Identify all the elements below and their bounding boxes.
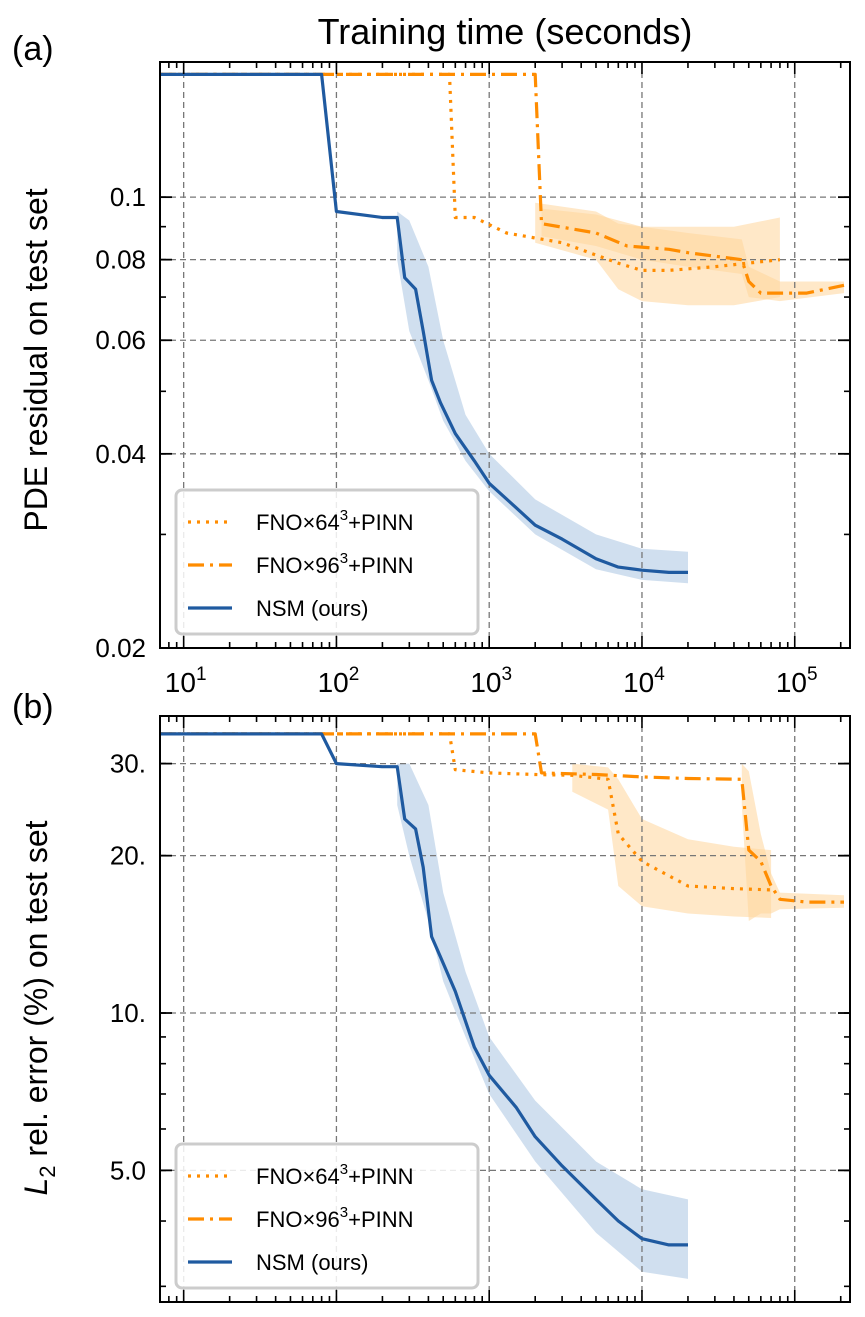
p1-legend-label-1: FNO×963+PINN	[256, 1204, 414, 1232]
p1-band-2	[397, 763, 688, 1279]
p0-xtick-label-base-0: 10	[165, 667, 196, 698]
p1-series-line-2	[160, 732, 688, 1247]
p0-series-line-1	[160, 72, 845, 295]
panel-a-bands	[397, 202, 844, 584]
p0-legend-label-main-1: FNO×96	[256, 553, 340, 578]
panel-b-label: (b)	[12, 688, 54, 726]
panel-a-series	[160, 72, 845, 574]
p0-legend-label-main-2: NSM (ours)	[256, 596, 368, 621]
p1-band-1	[741, 763, 844, 921]
p0-legend-label-main-0: FNO×64	[256, 510, 340, 535]
p1-ytick-label-0: 5.0	[110, 1155, 146, 1185]
p1-legend-label-post-0: +PINN	[348, 1164, 413, 1189]
panel-b: (b) L2 rel. error (%) on test set 5.0 10.…	[12, 688, 851, 1303]
p0-xtick-label-exp-1: 2	[349, 664, 360, 685]
p0-legend-box	[174, 488, 480, 636]
panel-a-label: (a)	[12, 30, 54, 68]
p0-legend-label-sup-1: 3	[340, 550, 348, 567]
panel-a-ylabel: PDE residual on test set	[18, 188, 54, 531]
panel-b-ylabel-sub: 2	[35, 1165, 60, 1177]
panel-b-grid	[160, 716, 850, 1302]
p0-legend-label-post-1: +PINN	[348, 553, 413, 578]
panel-b-bands	[397, 763, 844, 1279]
p1-band-0	[572, 763, 772, 918]
p1-legend-label-0: FNO×643+PINN	[256, 1161, 414, 1189]
p0-band-2	[397, 211, 688, 584]
p0-legend-label-0: FNO×643+PINN	[256, 507, 414, 535]
p1-legend-label-main-0: FNO×64	[256, 1164, 340, 1189]
p1-legend-label-post-1: +PINN	[348, 1207, 413, 1232]
p0-xtick-label-exp-4: 5	[807, 664, 818, 685]
p0-xtick-label-exp-2: 3	[501, 664, 512, 685]
top-axis-label: Training time (seconds)	[318, 11, 693, 52]
panel-a: (a) PDE residual on test set 0.02 0.04 0.0…	[12, 30, 851, 698]
p1-legend-label-main-1: FNO×96	[256, 1207, 340, 1232]
p0-xtick-label-2: 103	[470, 664, 512, 698]
p0-legend-label-1: FNO×963+PINN	[256, 550, 414, 578]
p0-xtick-label-exp-3: 4	[654, 664, 665, 685]
p0-xtick-label-base-1: 10	[318, 667, 349, 698]
panel-a-grid	[160, 62, 850, 648]
p1-legend-label-sup-1: 3	[340, 1204, 348, 1221]
p1-series-line-1	[160, 732, 844, 904]
p0-series-line-2	[160, 72, 688, 574]
p0-xtick-label-exp-0: 1	[196, 664, 207, 685]
p1-legend-label-2: NSM (ours)	[256, 1250, 368, 1275]
p0-legend-label-2: NSM (ours)	[256, 596, 368, 621]
p0-ytick-label-3: 0.08	[95, 245, 146, 275]
p0-xtick-label-0: 101	[165, 664, 207, 698]
panel-b-ylabel: L2 rel. error (%) on test set	[18, 820, 60, 1195]
p0-ytick-label-4: 0.1	[110, 182, 146, 212]
p1-axes-frame	[159, 715, 851, 1303]
p0-xtick-label-1: 102	[318, 664, 360, 698]
p1-ytick-label-1: 10.	[110, 998, 146, 1028]
panel-b-ylabel-rest: rel. error (%) on test set	[18, 820, 54, 1165]
p1-ytick-label-2: 20.	[110, 841, 146, 871]
p0-xtick-label-base-2: 10	[470, 667, 501, 698]
p0-legend-label-sup-0: 3	[340, 507, 348, 524]
p1-legend-label-main-2: NSM (ours)	[256, 1250, 368, 1275]
panel-b-axes: 5.0 10. 20. 30.	[110, 715, 851, 1303]
p1-legend-box	[174, 1142, 480, 1290]
p0-ytick-label-0: 0.02	[95, 633, 146, 663]
p0-ytick-label-1: 0.04	[95, 439, 146, 469]
p0-band-1	[541, 208, 844, 302]
p0-xtick-label-4: 105	[776, 664, 818, 698]
p1-series-line-0	[160, 732, 772, 892]
p0-xtick-label-base-4: 10	[776, 667, 807, 698]
p0-xtick-label-base-3: 10	[623, 667, 654, 698]
p1-ytick-label-3: 30.	[110, 749, 146, 779]
panel-b-series	[160, 732, 844, 1247]
p0-legend-label-post-0: +PINN	[348, 510, 413, 535]
p0-axes-frame	[159, 61, 851, 649]
p0-xtick-label-3: 104	[623, 664, 665, 698]
p0-ytick-label-2: 0.06	[95, 325, 146, 355]
p1-legend-label-sup-0: 3	[340, 1161, 348, 1178]
panel-b-ylabel-var: L	[18, 1178, 54, 1196]
